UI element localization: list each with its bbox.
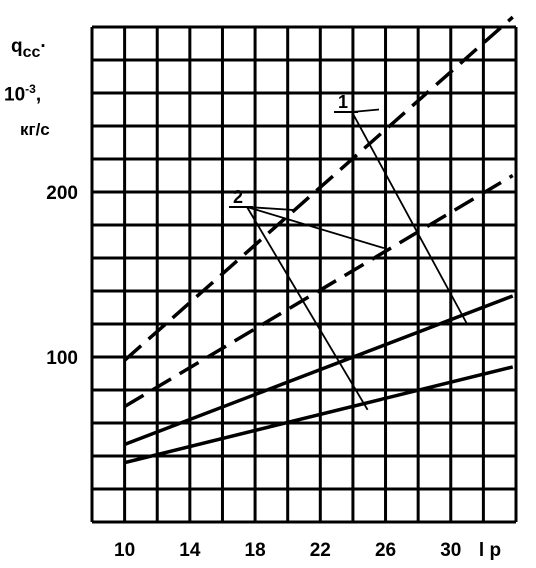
y-axis-label-scale: 10-3, [4, 82, 41, 106]
series-line-2 [123, 173, 514, 409]
x-tick-label: 30 [440, 540, 461, 561]
series-line-3 [123, 294, 514, 447]
y-tick-label: 100 [46, 348, 78, 369]
y-axis-label-exponent: -3 [25, 82, 36, 96]
series-line-4 [124, 365, 514, 465]
y-axis-label-q-letter: q [11, 36, 23, 57]
x-tick-label: 14 [179, 540, 201, 561]
callout-leader-1-2 [351, 111, 468, 325]
x-tick-label: 18 [245, 540, 266, 561]
chart-ticks: 10 14 18 22 26 30 100 200 l р [46, 183, 501, 561]
callout-leader-2-2 [246, 206, 369, 411]
chart-series-group [123, 15, 514, 465]
series-line-1 [123, 15, 514, 362]
chart-grid [90, 25, 518, 524]
callout-label-1: 1 [338, 92, 348, 112]
x-axis-label: l р [479, 540, 501, 561]
x-tick-label: 10 [114, 540, 135, 561]
y-axis-label-subscript: сс [22, 43, 41, 61]
x-tick-label: 22 [310, 540, 331, 561]
callout-leader-2-3 [246, 206, 385, 249]
y-axis-label-unit: кг/с [20, 120, 50, 139]
callout-label-2: 2 [233, 187, 243, 207]
x-tick-label: 26 [375, 540, 396, 561]
callout-leader-2-1 [246, 206, 296, 212]
y-axis-label-comma: , [35, 84, 42, 106]
chart-callouts: 12 [229, 92, 468, 411]
y-axis-label-q: qсс· [11, 36, 47, 62]
y-tick-label: 200 [46, 183, 78, 204]
y-axis-label-dot: · [40, 36, 47, 57]
y-axis-label-ten: 10 [4, 84, 26, 106]
callout-leader-1-1 [351, 108, 380, 113]
